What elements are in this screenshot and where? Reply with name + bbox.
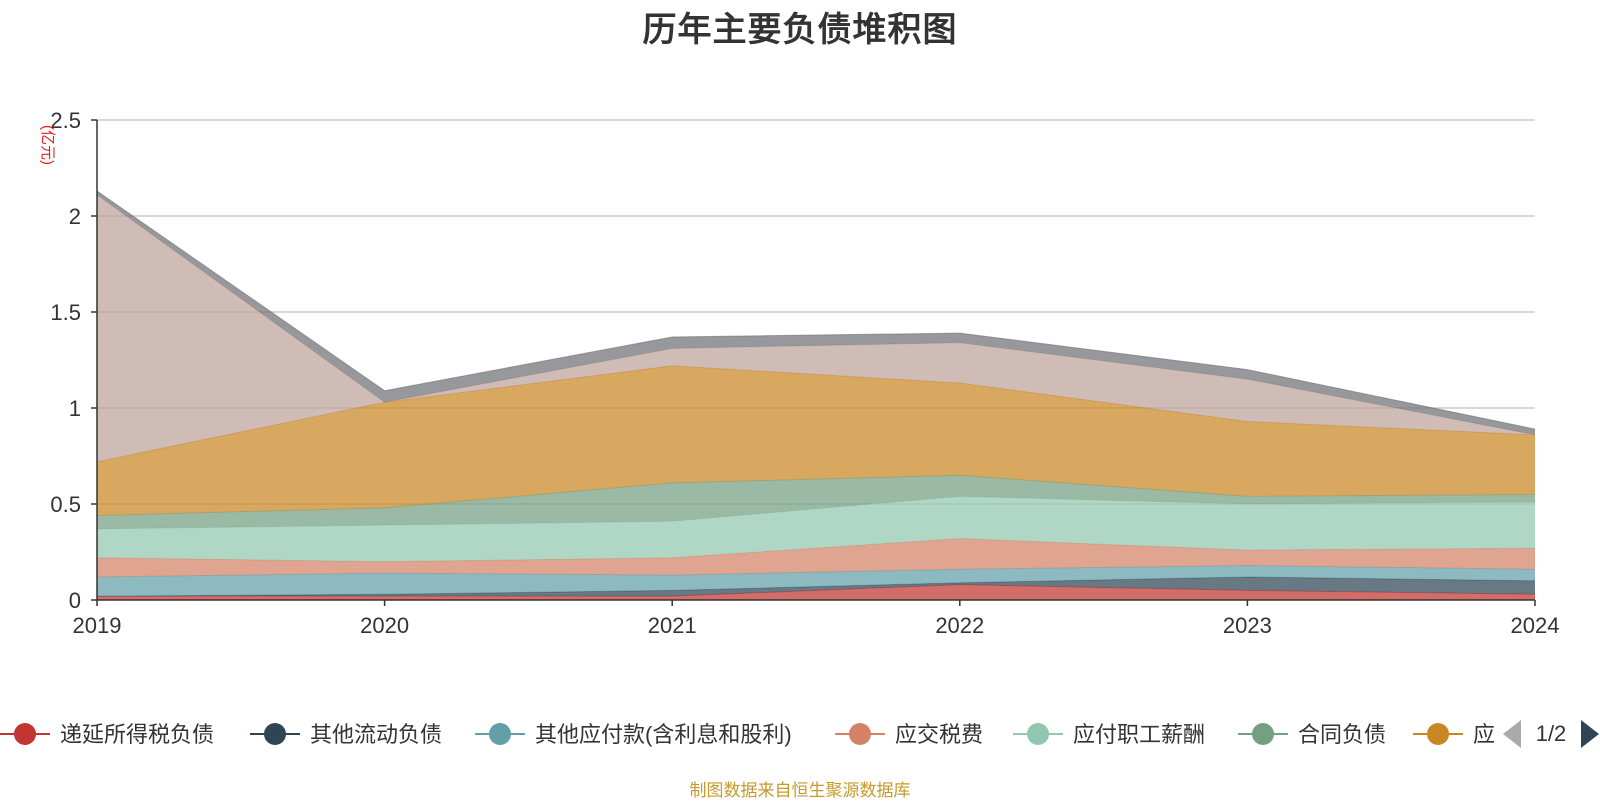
- legend-marker-icon: [1427, 723, 1449, 745]
- legend-item[interactable]: 合同负债: [1238, 722, 1386, 747]
- legend-marker-icon: [14, 723, 36, 745]
- series-line-8: [96, 190, 1536, 430]
- axes: 0 0.5 1 1.5 2 2.5 2019 2020 2021 2022 2023 2024 (亿元): [39, 108, 1559, 638]
- x-tick-label: 2022: [935, 613, 984, 638]
- x-tick-label: 2019: [73, 613, 122, 638]
- legend-label: 合同负债: [1298, 722, 1386, 747]
- legend: 递延所得税负债 其他流动负债 其他应付款(含利息和股利) 应交税费 应付职工薪酬 合同负债…: [0, 720, 1599, 748]
- legend-marker-icon: [1252, 723, 1274, 745]
- y-tick-label: 1: [69, 396, 81, 421]
- legend-marker-icon: [1027, 723, 1049, 745]
- legend-marker-icon: [849, 723, 871, 745]
- data-source-note: 制图数据来自恒生聚源数据库: [689, 781, 911, 800]
- area-series-5[interactable]: [97, 475, 1535, 529]
- legend-marker-icon: [489, 723, 511, 745]
- legend-marker-icon: [264, 723, 286, 745]
- y-tick-label: 0.5: [50, 492, 81, 517]
- legend-next-icon[interactable]: [1581, 720, 1599, 748]
- legend-item[interactable]: 其他应付款(含利息和股利): [475, 722, 792, 747]
- legend-item[interactable]: 应交税费: [835, 722, 983, 747]
- chart-title: 历年主要负债堆积图: [642, 11, 958, 49]
- y-tick-label: 2.5: [50, 108, 81, 133]
- legend-label: 其他应付款(含利息和股利): [535, 722, 792, 747]
- area-series-6[interactable]: [97, 365, 1535, 516]
- area-series-4[interactable]: [97, 496, 1535, 562]
- x-tick-label: 2021: [648, 613, 697, 638]
- legend-page-indicator: 1/2: [1536, 721, 1567, 746]
- legend-item[interactable]: 递延所得税负债: [0, 722, 214, 747]
- legend-item[interactable]: 应: [1413, 722, 1495, 747]
- area-series-7[interactable]: [97, 194, 1535, 462]
- x-tick-label: 2020: [360, 613, 409, 638]
- y-unit-label: (亿元): [39, 125, 56, 165]
- area-series: [96, 190, 1536, 600]
- y-tick-label: 0: [69, 588, 81, 613]
- legend-prev-icon[interactable]: [1503, 720, 1521, 748]
- x-tick-label: 2023: [1223, 613, 1272, 638]
- legend-label: 应付职工薪酬: [1073, 722, 1205, 747]
- y-tick-label: 2: [69, 204, 81, 229]
- legend-item[interactable]: 其他流动负债: [250, 722, 442, 747]
- y-tick-label: 1.5: [50, 300, 81, 325]
- legend-label: 应: [1473, 722, 1495, 747]
- area-series-2[interactable]: [97, 565, 1535, 597]
- legend-item[interactable]: 应付职工薪酬: [1013, 722, 1205, 747]
- x-tick-label: 2024: [1511, 613, 1560, 638]
- legend-label: 递延所得税负债: [60, 722, 214, 747]
- legend-label: 其他流动负债: [310, 722, 442, 747]
- area-series-3[interactable]: [97, 538, 1535, 577]
- legend-label: 应交税费: [895, 722, 983, 747]
